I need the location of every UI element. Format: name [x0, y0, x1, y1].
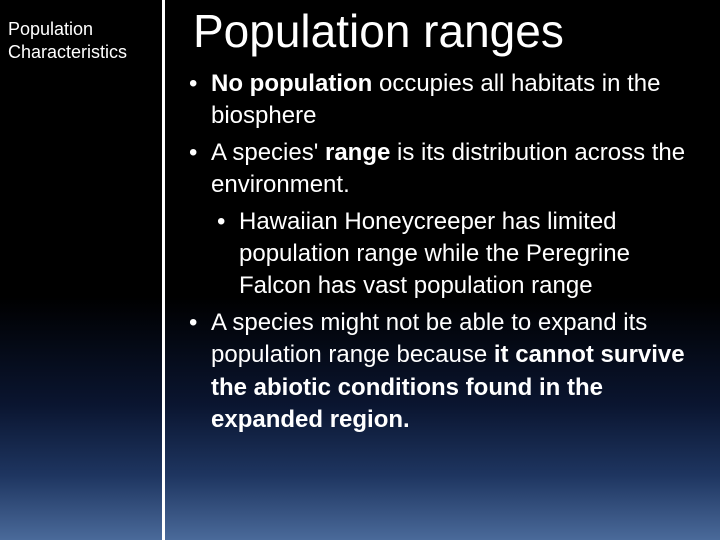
bullet-item: A species' range is its distribution acr…: [183, 137, 690, 303]
sidebar-label: Population Characteristics: [8, 18, 154, 63]
body-text: A species': [211, 139, 325, 166]
slide-title: Population ranges: [193, 4, 690, 58]
sidebar-label-line1: Population: [8, 19, 93, 39]
sidebar-label-line2: Characteristics: [8, 42, 127, 62]
bold-text: No population: [211, 70, 372, 97]
bullet-item: No population occupies all habitats in t…: [183, 68, 690, 133]
main-content: Population ranges No population occupies…: [165, 0, 720, 540]
bold-text: range: [325, 139, 390, 166]
bullet-item: A species might not be able to expand it…: [183, 307, 690, 437]
sidebar: Population Characteristics: [0, 0, 165, 540]
sub-bullet-list: Hawaiian Honeycreeper has limited popula…: [211, 206, 690, 303]
bullet-list: No population occupies all habitats in t…: [183, 68, 690, 436]
sub-bullet-item: Hawaiian Honeycreeper has limited popula…: [211, 206, 690, 303]
body-text: Hawaiian Honeycreeper has limited popula…: [239, 208, 630, 300]
